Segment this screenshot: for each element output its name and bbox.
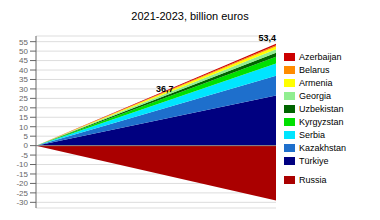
html-text:Georgia: Georgia (299, 90, 331, 101)
svg-text:25: 25 (19, 94, 28, 103)
svg-text:20: 20 (19, 104, 28, 113)
svg-text:0: 0 (24, 141, 29, 150)
html-text:Kyrgyzstan: Kyrgyzstan (299, 116, 344, 127)
svg-text:40: 40 (19, 66, 28, 75)
svg-text:-25: -25 (16, 189, 28, 198)
html-text:Türkiye: Türkiye (299, 155, 329, 166)
svg-text:30: 30 (19, 85, 28, 94)
svg-text:53,4: 53,4 (258, 33, 276, 43)
svg-text:55: 55 (19, 38, 28, 47)
html-text:2021-2023, billion euros: 2021-2023, billion euros (131, 10, 249, 22)
svg-text:-10: -10 (16, 160, 28, 169)
svg-text:-30: -30 (16, 198, 28, 207)
html-text:Serbia: Serbia (299, 129, 325, 140)
html-text:Kazakhstan: Kazakhstan (299, 142, 346, 153)
svg-text:-20: -20 (16, 179, 28, 188)
svg-text:45: 45 (19, 56, 28, 65)
svg-text:-5: -5 (21, 151, 29, 160)
svg-text:36,7: 36,7 (156, 84, 174, 94)
svg-text:35: 35 (19, 75, 28, 84)
svg-text:15: 15 (19, 113, 28, 122)
html-text:Armenia: Armenia (299, 77, 333, 88)
html-text:Russia: Russia (299, 174, 327, 185)
svg-text:5: 5 (24, 132, 29, 141)
svg-text:10: 10 (19, 123, 28, 132)
svg-text:50: 50 (19, 47, 28, 56)
html-text:Uzbekistan: Uzbekistan (299, 103, 344, 114)
html-text:Azerbaijan: Azerbaijan (299, 51, 342, 62)
svg-text:-15: -15 (16, 170, 28, 179)
html-text:Belarus: Belarus (299, 64, 330, 75)
